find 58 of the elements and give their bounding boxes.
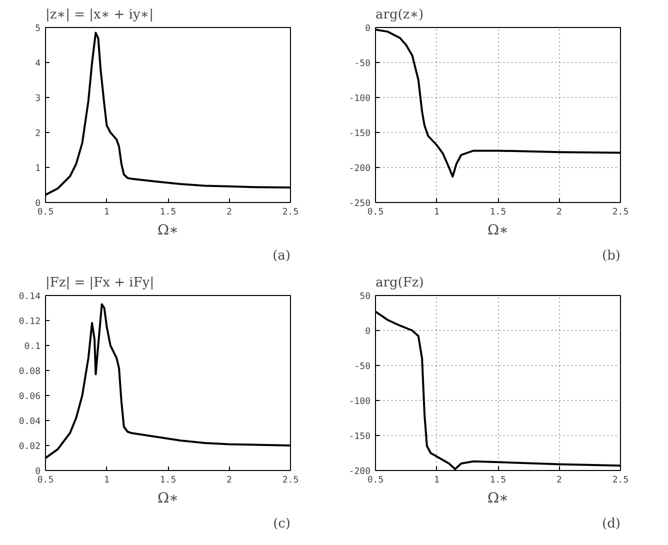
y-tick-label: 0.02 [18,442,41,452]
y-tick-label: -50 [354,59,371,69]
y-tick-label: -100 [348,94,371,104]
text: (d) [602,516,621,532]
y-tick-label: 0.12 [18,317,41,327]
x-tick-label: 2.5 [612,208,629,218]
y-tick-label: -200 [348,164,371,174]
y-tick-label: 0 [365,24,371,34]
x-tick-label: 1.5 [160,476,176,486]
x-tick-label: 0.5 [37,476,54,486]
y-tick-label: -200 [348,467,371,477]
x-tick-label: 1.5 [160,208,176,218]
y-tick-label: 1 [35,164,41,174]
y-tick-label: -50 [354,362,371,372]
x-tick-label: 2 [226,476,232,486]
x-tick-label: 0.5 [367,208,384,218]
y-tick-label: -150 [348,129,371,139]
x-tick-label: 2.5 [282,476,299,486]
y-tick-label: -250 [348,199,371,209]
y-tick-label: 0 [35,199,41,209]
y-tick-label: 50 [360,292,371,302]
text: (b) [602,248,621,264]
x-tick-label: 2 [556,476,562,486]
x-tick-label: 1 [104,476,110,486]
x-axis-title: Ω∗ [487,490,509,506]
chart-title: |z∗| = |x∗ + iy∗| [46,8,154,22]
x-tick-label: 0.5 [37,208,54,218]
x-tick-label: 0.5 [367,476,384,486]
x-tick-label: 2.5 [612,476,629,486]
y-tick-label: 0.14 [18,292,41,302]
y-tick-label: 5 [35,24,41,34]
y-tick-label: 0.06 [18,392,41,402]
y-tick-label: 4 [35,59,41,69]
x-tick-label: 1 [104,208,110,218]
x-tick-label: 1.5 [490,476,506,486]
y-tick-label: -150 [348,432,371,442]
chart-title: arg(Fz) [376,276,424,290]
y-tick-label: 0.08 [18,367,41,377]
y-tick-label: 0 [365,327,371,337]
chart-title: |Fz| = |Fx + iFy| [46,276,154,290]
x-axis-title: Ω∗ [157,222,179,238]
y-tick-label: 2 [35,129,41,139]
y-tick-label: 0 [35,467,41,477]
x-tick-label: 2 [556,208,562,218]
x-tick-label: 1 [434,476,440,486]
x-tick-label: 1.5 [490,208,506,218]
text: (c) [273,516,291,532]
x-tick-label: 2 [226,208,232,218]
text: (a) [272,248,291,264]
y-tick-label: 3 [35,94,41,104]
x-axis-title: Ω∗ [157,490,179,506]
x-tick-label: 1 [434,208,440,218]
x-axis-title: Ω∗ [487,222,509,238]
x-tick-label: 2.5 [282,208,299,218]
y-tick-label: 0.1 [24,342,41,352]
y-tick-label: 0.04 [18,417,41,427]
y-tick-label: -100 [348,397,371,407]
chart-title: arg(z∗) [376,8,424,22]
